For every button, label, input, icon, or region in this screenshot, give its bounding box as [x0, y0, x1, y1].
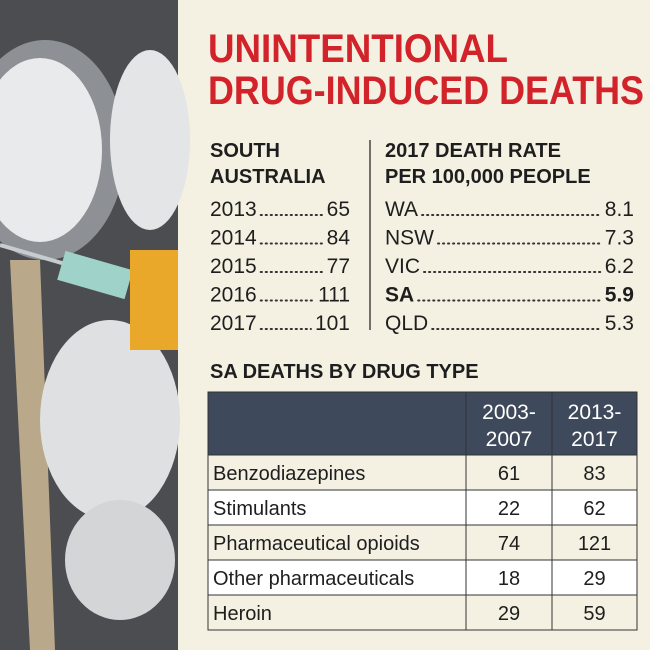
table-cell: 29: [583, 568, 605, 590]
row-label: 2015: [210, 255, 257, 278]
row-label: SA: [385, 284, 414, 307]
table-cell: 29: [498, 603, 520, 625]
row-label: 2016: [210, 284, 257, 307]
column-header: 2017: [571, 428, 618, 451]
section-heading: SA DEATHS BY DRUG TYPE: [210, 361, 479, 383]
column-heading: PER 100,000 PEOPLE: [385, 166, 591, 188]
table-cell: Pharmaceutical opioids: [213, 533, 420, 555]
powder: [0, 58, 102, 242]
table-cell: Heroin: [213, 603, 272, 625]
row-value: 8.1: [605, 198, 634, 221]
row-value: 77: [327, 255, 350, 278]
column-header: 2013-: [568, 401, 622, 424]
row-value: 7.3: [605, 227, 634, 250]
row-label: QLD: [385, 312, 428, 335]
table-cell: Stimulants: [213, 498, 306, 520]
table-cell: 61: [498, 463, 520, 485]
row-label: 2013: [210, 198, 257, 221]
table-cell: 59: [583, 603, 605, 625]
column-header: 2003-: [482, 401, 536, 424]
row-value: 101: [315, 312, 350, 335]
powder: [65, 500, 175, 620]
table-cell: Other pharmaceuticals: [213, 568, 414, 590]
row-label: NSW: [385, 227, 434, 250]
title: UNINTENTIONAL: [208, 27, 508, 71]
table-cell: 83: [583, 463, 605, 485]
row-value: 111: [318, 284, 350, 307]
table-cell: 22: [498, 498, 520, 520]
row-value: 65: [327, 198, 350, 221]
row-label: VIC: [385, 255, 420, 278]
table-border: [207, 391, 638, 631]
row-label: WA: [385, 198, 418, 221]
row-label: 2014: [210, 227, 257, 250]
column-heading: AUSTRALIA: [210, 166, 326, 188]
column-heading: 2017 DEATH RATE: [385, 140, 561, 162]
powder: [110, 50, 190, 230]
row-value: 5.9: [605, 284, 634, 307]
syringe: [130, 250, 178, 350]
table-cell: 62: [583, 498, 605, 520]
row-label: 2017: [210, 312, 257, 335]
table-cell: 18: [498, 568, 520, 590]
row-value: 6.2: [605, 255, 634, 278]
spoon-handle: [10, 260, 55, 650]
column-header: 2007: [486, 428, 533, 451]
powder: [40, 320, 180, 520]
table-cell: 121: [578, 533, 611, 555]
syringe-hub: [57, 250, 133, 300]
column-heading: SOUTH: [210, 140, 280, 162]
table-header: [208, 392, 637, 455]
photo: [0, 0, 190, 650]
table-cell: Benzodiazepines: [213, 463, 365, 485]
table-cell: 74: [498, 533, 520, 555]
table-row: [207, 594, 638, 631]
row-value: 84: [327, 227, 351, 250]
row-value: 5.3: [605, 312, 634, 335]
title: DRUG-INDUCED DEATHS: [208, 69, 644, 113]
